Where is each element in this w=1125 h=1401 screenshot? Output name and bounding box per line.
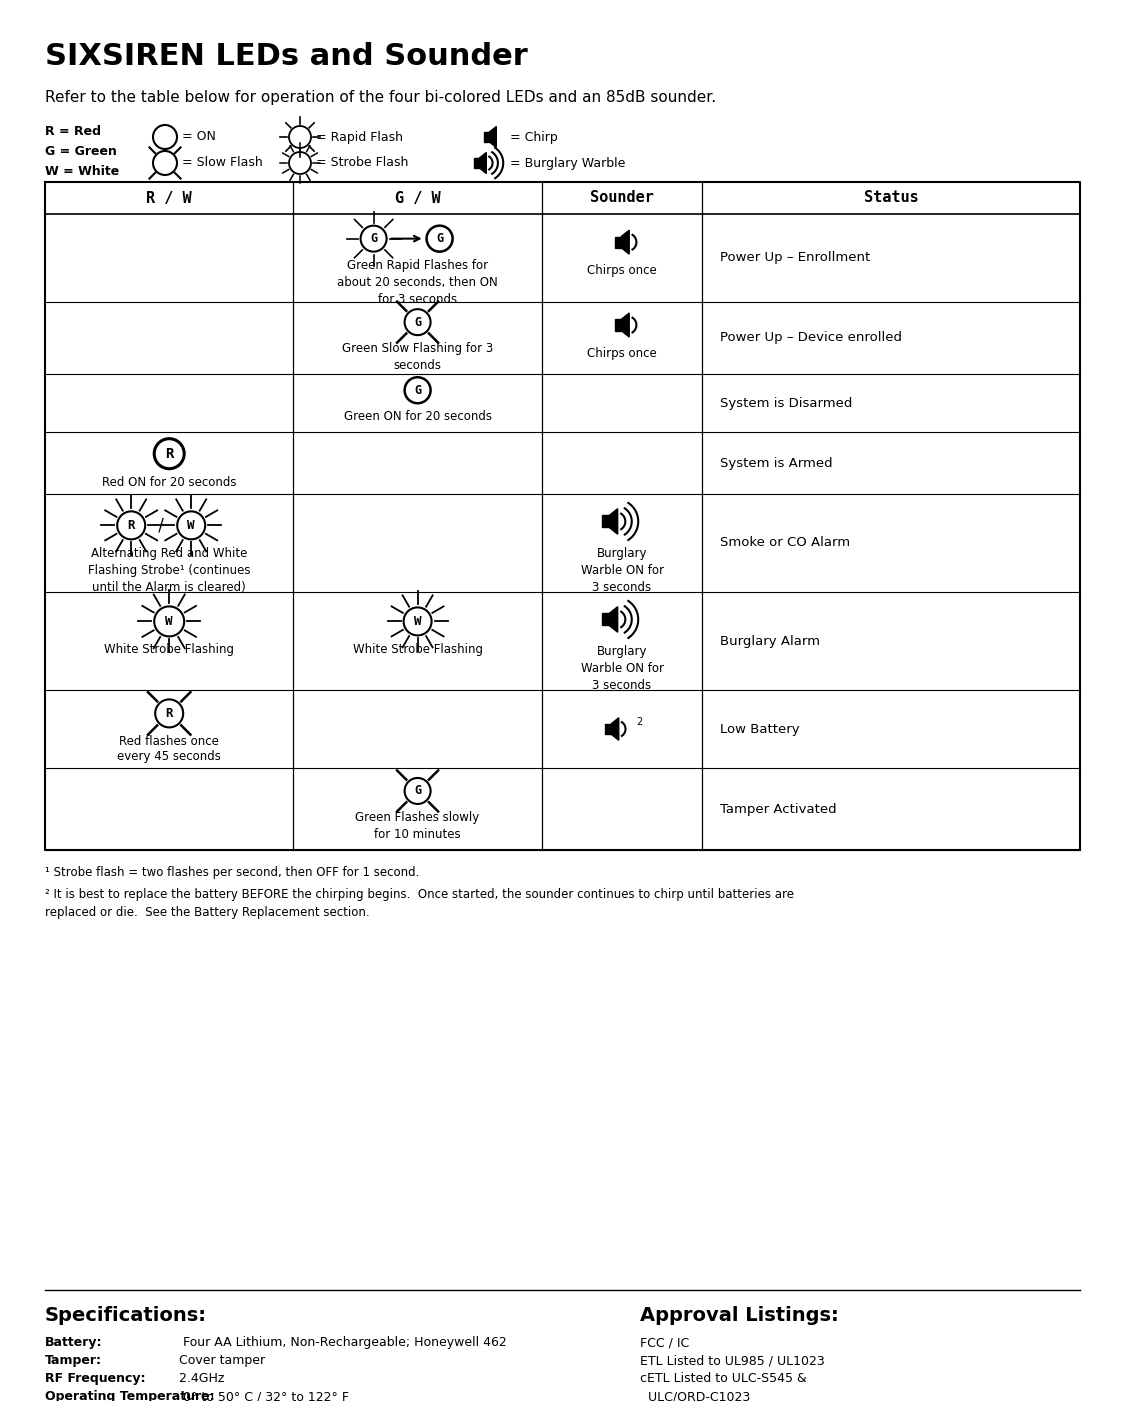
- Text: Green Slow Flashing for 3
seconds: Green Slow Flashing for 3 seconds: [342, 342, 493, 373]
- Polygon shape: [602, 516, 609, 527]
- Text: Refer to the table below for operation of the four bi-colored LEDs and an 85dB s: Refer to the table below for operation o…: [45, 90, 717, 105]
- Text: Specifications:: Specifications:: [45, 1306, 207, 1325]
- Text: W: W: [414, 615, 422, 628]
- Text: Burglary
Warble ON for
3 seconds: Burglary Warble ON for 3 seconds: [580, 548, 664, 594]
- Text: = Chirp: = Chirp: [510, 130, 558, 143]
- Text: ULC/ORD-C1023: ULC/ORD-C1023: [640, 1390, 750, 1401]
- Text: Burglary
Warble ON for
3 seconds: Burglary Warble ON for 3 seconds: [580, 646, 664, 692]
- Text: G: G: [414, 785, 421, 797]
- Text: = Slow Flash: = Slow Flash: [182, 157, 263, 170]
- Text: System is Armed: System is Armed: [720, 457, 832, 469]
- Text: = Strobe Flash: = Strobe Flash: [316, 157, 408, 170]
- Text: G: G: [436, 233, 443, 245]
- Text: SIXSIREN LEDs and Sounder: SIXSIREN LEDs and Sounder: [45, 42, 528, 71]
- Polygon shape: [479, 153, 486, 174]
- Text: G: G: [414, 315, 421, 329]
- Text: G: G: [370, 233, 377, 245]
- Text: Green ON for 20 seconds: Green ON for 20 seconds: [343, 410, 492, 423]
- Text: Low Battery: Low Battery: [720, 723, 800, 736]
- Text: 2.4GHz: 2.4GHz: [176, 1372, 224, 1386]
- Text: W: W: [188, 518, 195, 532]
- Text: White Strobe Flashing: White Strobe Flashing: [105, 643, 234, 657]
- Text: Tamper:: Tamper:: [45, 1353, 102, 1367]
- Text: Power Up – Device enrolled: Power Up – Device enrolled: [720, 332, 902, 345]
- Text: /: /: [153, 517, 169, 534]
- Polygon shape: [609, 607, 618, 632]
- Text: Operating Temperature:: Operating Temperature:: [45, 1390, 215, 1401]
- Text: FCC / IC: FCC / IC: [640, 1337, 690, 1349]
- Text: Battery:: Battery:: [45, 1337, 102, 1349]
- Polygon shape: [474, 158, 479, 168]
- Text: White Strobe Flashing: White Strobe Flashing: [352, 643, 483, 657]
- Text: Red flashes once
every 45 seconds: Red flashes once every 45 seconds: [117, 736, 222, 764]
- Text: Chirps once: Chirps once: [587, 265, 657, 277]
- Text: Chirps once: Chirps once: [587, 347, 657, 360]
- Polygon shape: [602, 614, 609, 625]
- Text: RF Frequency:: RF Frequency:: [45, 1372, 145, 1386]
- Text: 0° to 50° C / 32° to 122° F: 0° to 50° C / 32° to 122° F: [176, 1390, 349, 1401]
- Polygon shape: [609, 509, 618, 534]
- Text: R: R: [127, 518, 135, 532]
- Text: ETL Listed to UL985 / UL1023: ETL Listed to UL985 / UL1023: [640, 1353, 825, 1367]
- Text: Burglary Alarm: Burglary Alarm: [720, 635, 820, 647]
- Polygon shape: [605, 724, 611, 734]
- Text: R: R: [165, 708, 173, 720]
- Polygon shape: [614, 319, 621, 331]
- Text: G / W: G / W: [395, 191, 440, 206]
- Text: R = Red
G = Green
W = White: R = Red G = Green W = White: [45, 125, 119, 178]
- Text: R: R: [165, 447, 173, 461]
- Polygon shape: [484, 132, 489, 142]
- Text: = Burglary Warble: = Burglary Warble: [510, 157, 626, 170]
- Polygon shape: [614, 237, 621, 248]
- Text: Smoke or CO Alarm: Smoke or CO Alarm: [720, 537, 850, 549]
- Text: ¹ Strobe flash = two flashes per second, then OFF for 1 second.: ¹ Strobe flash = two flashes per second,…: [45, 866, 420, 878]
- Text: 2: 2: [636, 717, 642, 727]
- Text: Green Rapid Flashes for
about 20 seconds, then ON
for 3 seconds: Green Rapid Flashes for about 20 seconds…: [338, 259, 498, 305]
- Polygon shape: [621, 312, 629, 338]
- Text: Tamper Activated: Tamper Activated: [720, 803, 837, 815]
- Text: W: W: [165, 615, 173, 628]
- Polygon shape: [621, 230, 629, 254]
- Text: System is Disarmed: System is Disarmed: [720, 396, 853, 409]
- Text: = ON: = ON: [182, 130, 216, 143]
- Text: Green Flashes slowly
for 10 minutes: Green Flashes slowly for 10 minutes: [356, 811, 479, 841]
- Text: Power Up – Enrollment: Power Up – Enrollment: [720, 252, 871, 265]
- Text: Red ON for 20 seconds: Red ON for 20 seconds: [102, 476, 236, 489]
- Text: Alternating Red and White
Flashing Strobe¹ (continues
until the Alarm is cleared: Alternating Red and White Flashing Strob…: [88, 548, 251, 594]
- Text: Cover tamper: Cover tamper: [176, 1353, 266, 1367]
- Text: Sounder: Sounder: [591, 191, 654, 206]
- Polygon shape: [611, 717, 619, 740]
- Text: Approval Listings:: Approval Listings:: [640, 1306, 839, 1325]
- Text: R / W: R / W: [146, 191, 192, 206]
- Text: = Rapid Flash: = Rapid Flash: [316, 130, 403, 143]
- Text: cETL Listed to ULC-S545 &: cETL Listed to ULC-S545 &: [640, 1372, 807, 1386]
- Text: Four AA Lithium, Non-Rechargeable; Honeywell 462: Four AA Lithium, Non-Rechargeable; Honey…: [176, 1337, 506, 1349]
- Polygon shape: [489, 126, 496, 147]
- Text: G: G: [414, 384, 421, 396]
- Text: Status: Status: [864, 191, 918, 206]
- Text: ² It is best to replace the battery BEFORE the chirping begins.  Once started, t: ² It is best to replace the battery BEFO…: [45, 888, 794, 919]
